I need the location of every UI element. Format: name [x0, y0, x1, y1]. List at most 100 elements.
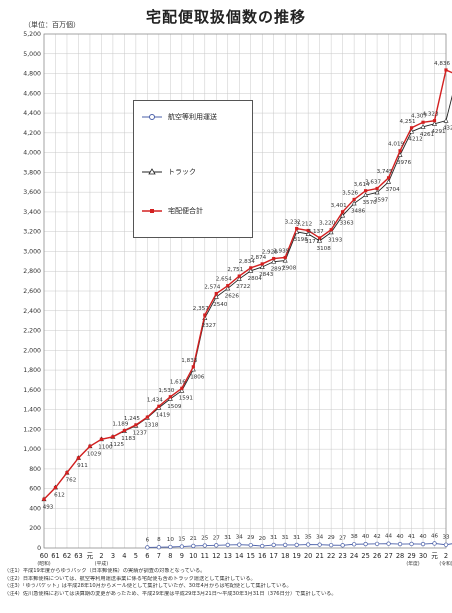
total-data-label: 2,834: [239, 259, 255, 265]
truck-data-label: 1591: [179, 396, 194, 402]
data-point-total: [409, 126, 414, 130]
air-data-label: 40: [419, 534, 427, 540]
data-point-air: [443, 542, 449, 547]
data-point-truck: [236, 276, 242, 281]
total-data-label: 4,836: [434, 61, 450, 67]
era-label: (令和): [439, 560, 452, 567]
truck-data-label: 2908: [282, 266, 297, 272]
y-tick-label: 4,000: [23, 150, 41, 157]
y-tick-label: 3,200: [23, 229, 41, 236]
air-data-label: 31: [282, 535, 290, 541]
total-data-label: 3,232: [285, 220, 301, 226]
data-point-truck: [225, 285, 231, 291]
data-point-total: [341, 210, 345, 214]
air-data-label: 41: [408, 534, 416, 540]
data-point-air: [248, 542, 253, 548]
y-tick-label: 2,800: [23, 268, 41, 275]
x-tick-label: 4: [122, 552, 126, 560]
data-point-air: [271, 542, 276, 548]
data-point-truck: [420, 123, 426, 129]
x-tick-label: 6: [145, 552, 149, 560]
data-point-air: [156, 545, 162, 550]
air-data-label: 33: [442, 535, 450, 541]
data-point-total: [386, 176, 391, 180]
air-data-label: 27: [213, 535, 221, 541]
air-data-label: 40: [396, 534, 404, 540]
x-tick-label: 23: [338, 552, 346, 560]
truck-data-label: 2540: [213, 302, 228, 308]
air-data-label: 8: [157, 537, 161, 543]
air-data-label: 46: [431, 533, 439, 539]
data-point-total: [306, 228, 310, 233]
y-tick-label: 4,400: [23, 110, 41, 117]
total-data-label: 3,526: [342, 190, 358, 196]
data-point-air: [260, 543, 265, 549]
data-point-air: [145, 545, 150, 550]
data-point-total: [283, 255, 287, 260]
x-tick-label: 26: [373, 552, 381, 560]
air-data-label: 15: [178, 537, 186, 543]
y-tick-label: 1,000: [23, 446, 41, 453]
data-point-total: [272, 256, 276, 261]
total-data-label: 1,245: [124, 416, 140, 422]
data-point-air: [340, 543, 345, 548]
legend-total-marker: [150, 209, 154, 213]
x-tick-label: 元: [431, 552, 438, 560]
air-data-label: 34: [236, 535, 244, 541]
y-tick-label: 2,200: [23, 328, 41, 335]
total-data-label: 3,401: [331, 203, 347, 209]
air-data-label: 31: [224, 535, 232, 541]
footnote-3: （注3）「ゆうパケット」は平成28年10月からメール便として集計していたが、30…: [4, 583, 292, 590]
x-tick-label: 11: [201, 552, 209, 560]
y-tick-label: 2,600: [23, 288, 41, 295]
data-point-total: [53, 485, 58, 490]
data-point-total: [226, 284, 230, 288]
data-point-total: [122, 428, 126, 433]
x-tick-label: 27: [384, 552, 392, 560]
air-data-label: 25: [201, 536, 209, 542]
x-tick-label: 60: [40, 552, 48, 560]
data-point-air: [397, 541, 403, 547]
air-data-label: 31: [270, 535, 278, 541]
y-tick-label: 1,400: [23, 407, 41, 414]
y-unit-label: （単位：百万個）: [24, 21, 80, 29]
x-tick-label: 20: [304, 552, 312, 560]
total-data-label: 1,530: [158, 388, 174, 394]
x-tick-label: 62: [63, 552, 71, 560]
data-point-total: [203, 313, 207, 317]
data-point-truck: [374, 189, 380, 195]
x-tick-label: 8: [168, 552, 172, 560]
x-tick-label: 30: [419, 552, 427, 560]
truck-data-label: 3177: [305, 239, 320, 245]
data-point-total: [249, 266, 253, 270]
total-data-label: 1,833: [181, 358, 197, 364]
data-point-truck: [317, 237, 323, 243]
era-label: (昭和): [37, 560, 50, 567]
x-tick-label: 17: [270, 552, 278, 560]
truck-data-label: 3486: [351, 208, 366, 214]
truck-data-label: 3108: [317, 246, 332, 252]
x-tick-label: 12: [212, 552, 220, 560]
data-point-total: [88, 444, 92, 448]
data-point-air: [374, 541, 380, 546]
era-label: (平成): [95, 560, 108, 567]
era-label: (年度): [406, 560, 419, 567]
data-point-truck: [351, 200, 357, 206]
data-point-truck: [340, 212, 346, 218]
total-data-label: 4,307: [411, 113, 427, 119]
y-tick-label: 600: [29, 486, 41, 493]
data-point-total: [260, 262, 264, 266]
total-data-label: 1,189: [112, 421, 128, 427]
footnote-4: （注4）佐川急便株においては決算期の変更があったため、平成29年度は平成29年3…: [4, 590, 337, 597]
y-tick-label: 4,600: [23, 90, 41, 97]
air-data-label: 44: [385, 534, 393, 540]
truck-data-label: 1318: [144, 423, 159, 429]
x-tick-label: 13: [224, 552, 232, 560]
data-point-total: [76, 456, 81, 460]
air-data-label: 10: [167, 537, 175, 543]
y-tick-label: 400: [29, 505, 41, 512]
truck-data-label: 2327: [202, 323, 217, 329]
data-point-air: [409, 541, 414, 547]
total-data-label: 4,323: [423, 112, 439, 118]
